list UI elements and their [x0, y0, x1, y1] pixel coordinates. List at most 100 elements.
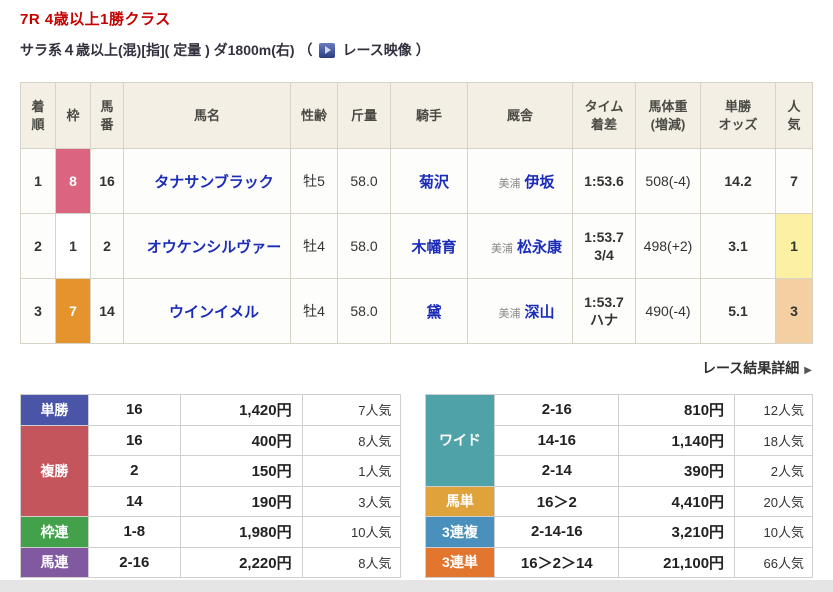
frame-cell: 8: [55, 148, 91, 214]
combination-cell: 14-16: [494, 424, 620, 456]
horse-name-link[interactable]: ウインイメル: [168, 303, 259, 321]
payout-popularity-cell: 2人気: [734, 455, 813, 487]
horse-name-cell: タナサンブラック: [123, 148, 291, 214]
weight-cell: 58.0: [337, 148, 391, 214]
finish-time: 1:53.7: [584, 293, 624, 310]
payout-row: ワイド 2-16 810円 12人気: [424, 394, 813, 487]
horse-name-link[interactable]: オウケンシルヴァー: [146, 238, 282, 256]
rank-cell: 2: [20, 213, 56, 279]
odds-cell: 3.1: [700, 213, 776, 279]
col-header-name: 馬名: [123, 82, 291, 149]
payout-popularity-cell: 20人気: [734, 485, 813, 517]
bet-type-label: 複勝: [20, 424, 89, 517]
payout-amount-cell: 2,220円: [179, 546, 303, 578]
race-video-link[interactable]: レース映像: [342, 42, 412, 58]
frame-cell: 7: [55, 278, 91, 344]
col-header-time-margin: タイム 着差: [572, 82, 636, 149]
right-arrow-icon: ▶: [804, 365, 812, 376]
combination-cell: 16: [87, 394, 181, 426]
payout-amount-cell: 810円: [618, 394, 736, 426]
combination-cell: 2: [87, 455, 181, 487]
stable-link[interactable]: 深山: [524, 303, 555, 321]
payout-amount-cell: 1,420円: [179, 394, 303, 426]
payout-amount-cell: 3,210円: [618, 516, 736, 548]
payout-amount-cell: 1,140円: [618, 424, 736, 456]
payout-amount-cell: 1,980円: [179, 516, 303, 548]
horse-name-cell: ウインイメル: [123, 278, 291, 344]
stable-region: 美浦: [498, 307, 521, 320]
details-link-label: レース結果詳細: [701, 360, 800, 376]
stable-region: 美浦: [498, 177, 521, 190]
payout-popularity-cell: 10人気: [301, 516, 401, 548]
payout-popularity-cell: 18人気: [734, 424, 813, 456]
stable-cell: 美浦 松永康: [467, 213, 573, 279]
payout-popularity-cell: 8人気: [301, 546, 401, 578]
payout-amount-cell: 21,100円: [618, 546, 736, 578]
payout-table-right: ワイド 2-16 810円 12人気 14-16 1,140円 18人気 2-1…: [424, 394, 813, 578]
bet-type-label: 馬連: [20, 546, 89, 578]
odds-cell: 5.1: [700, 278, 776, 344]
frame-cell: 1: [55, 213, 91, 279]
jockey-link[interactable]: 黛: [426, 303, 442, 321]
race-conditions-text: サラ系４歳以上(混)[指]( 定量 ) ダ1800m(右) （: [20, 42, 313, 58]
margin: 3/4: [594, 247, 614, 263]
payout-amount-cell: 190円: [179, 485, 303, 517]
col-header-jockey: 騎手: [390, 82, 468, 149]
payout-amount-cell: 4,410円: [618, 485, 736, 517]
stable-link[interactable]: 伊坂: [524, 173, 555, 191]
stable-region: 美浦: [490, 242, 513, 255]
sex-age-cell: 牡5: [290, 148, 338, 214]
finish-time: 1:53.7: [584, 228, 624, 245]
race-result-details-link[interactable]: レース結果詳細 ▶: [20, 358, 812, 378]
payout-row: 3連複 2-14-16 3,210円 10人気: [424, 516, 813, 548]
stable-cell: 美浦 伊坂: [467, 148, 573, 214]
body-weight-cell: 508(-4): [635, 148, 701, 214]
col-header-body-weight: 馬体重 (増減): [635, 82, 701, 149]
col-header-stable: 厩舎: [467, 82, 573, 149]
combination-cell: 16＞2: [494, 485, 620, 517]
combination-cell: 2-14: [494, 455, 620, 487]
combination-cell: 2-16: [494, 394, 620, 426]
margin: ハナ: [590, 312, 618, 328]
payout-popularity-cell: 10人気: [734, 516, 813, 548]
payout-row: 複勝 16 400円 8人気: [20, 424, 401, 517]
payout-popularity-cell: 8人気: [301, 424, 401, 456]
col-header-odds: 単勝 オッズ: [700, 82, 776, 149]
combination-cell: 1-8: [87, 516, 181, 548]
race-title: 7R 4歳以上1勝クラス: [20, 11, 171, 28]
time-margin-cell: 1:53.7 ハナ: [572, 278, 636, 344]
popularity-cell: 3: [775, 278, 813, 344]
col-header-sex-age: 性齢: [290, 82, 338, 149]
race-conditions: サラ系４歳以上(混)[指]( 定量 ) ダ1800m(右) （ レース映像 ）: [20, 40, 813, 60]
race-conditions-close: ）: [415, 42, 430, 58]
page-bottom-divider: [0, 580, 833, 592]
horse-name-cell: オウケンシルヴァー: [123, 213, 291, 279]
payout-popularity-cell: 1人気: [301, 455, 401, 487]
stable-link[interactable]: 松永康: [516, 238, 562, 256]
rank-cell: 3: [20, 278, 56, 344]
payout-table-left: 単勝 16 1,420円 7人気 複勝 16 400円 8人気 2 150円 1…: [20, 394, 401, 578]
body-weight-cell: 498(+2): [635, 213, 701, 279]
payout-row: 馬連 2-16 2,220円 8人気: [20, 546, 401, 578]
bet-type-label: 3連複: [424, 516, 496, 548]
payout-row: 3連単 16＞2＞14 21,100円 66人気: [424, 546, 813, 578]
horse-name-link[interactable]: タナサンブラック: [154, 173, 274, 191]
payout-row: 枠連 1-8 1,980円 10人気: [20, 516, 401, 548]
jockey-link[interactable]: 菊沢: [418, 173, 449, 191]
payout-row: 馬単 16＞2 4,410円 20人気: [424, 485, 813, 517]
body-weight-cell: 490(-4): [635, 278, 701, 344]
video-play-icon: [319, 42, 336, 58]
results-header-row: 着 順 枠 馬 番 馬名 性齢 斤量 騎手 厩舎 タイム 着差 馬体重 (増減)…: [20, 82, 813, 149]
popularity-cell: 1: [775, 213, 813, 279]
horse-number-cell: 2: [90, 213, 124, 279]
combination-cell: 16: [87, 424, 181, 456]
bet-type-label: 3連単: [424, 546, 496, 578]
popularity-cell: 7: [775, 148, 813, 214]
finish-time: 1:53.6: [584, 172, 624, 189]
weight-cell: 58.0: [337, 213, 391, 279]
jockey-link[interactable]: 木幡育: [411, 238, 457, 256]
payout-popularity-cell: 12人気: [734, 394, 813, 426]
bet-type-label: 単勝: [20, 394, 89, 426]
rank-cell: 1: [20, 148, 56, 214]
